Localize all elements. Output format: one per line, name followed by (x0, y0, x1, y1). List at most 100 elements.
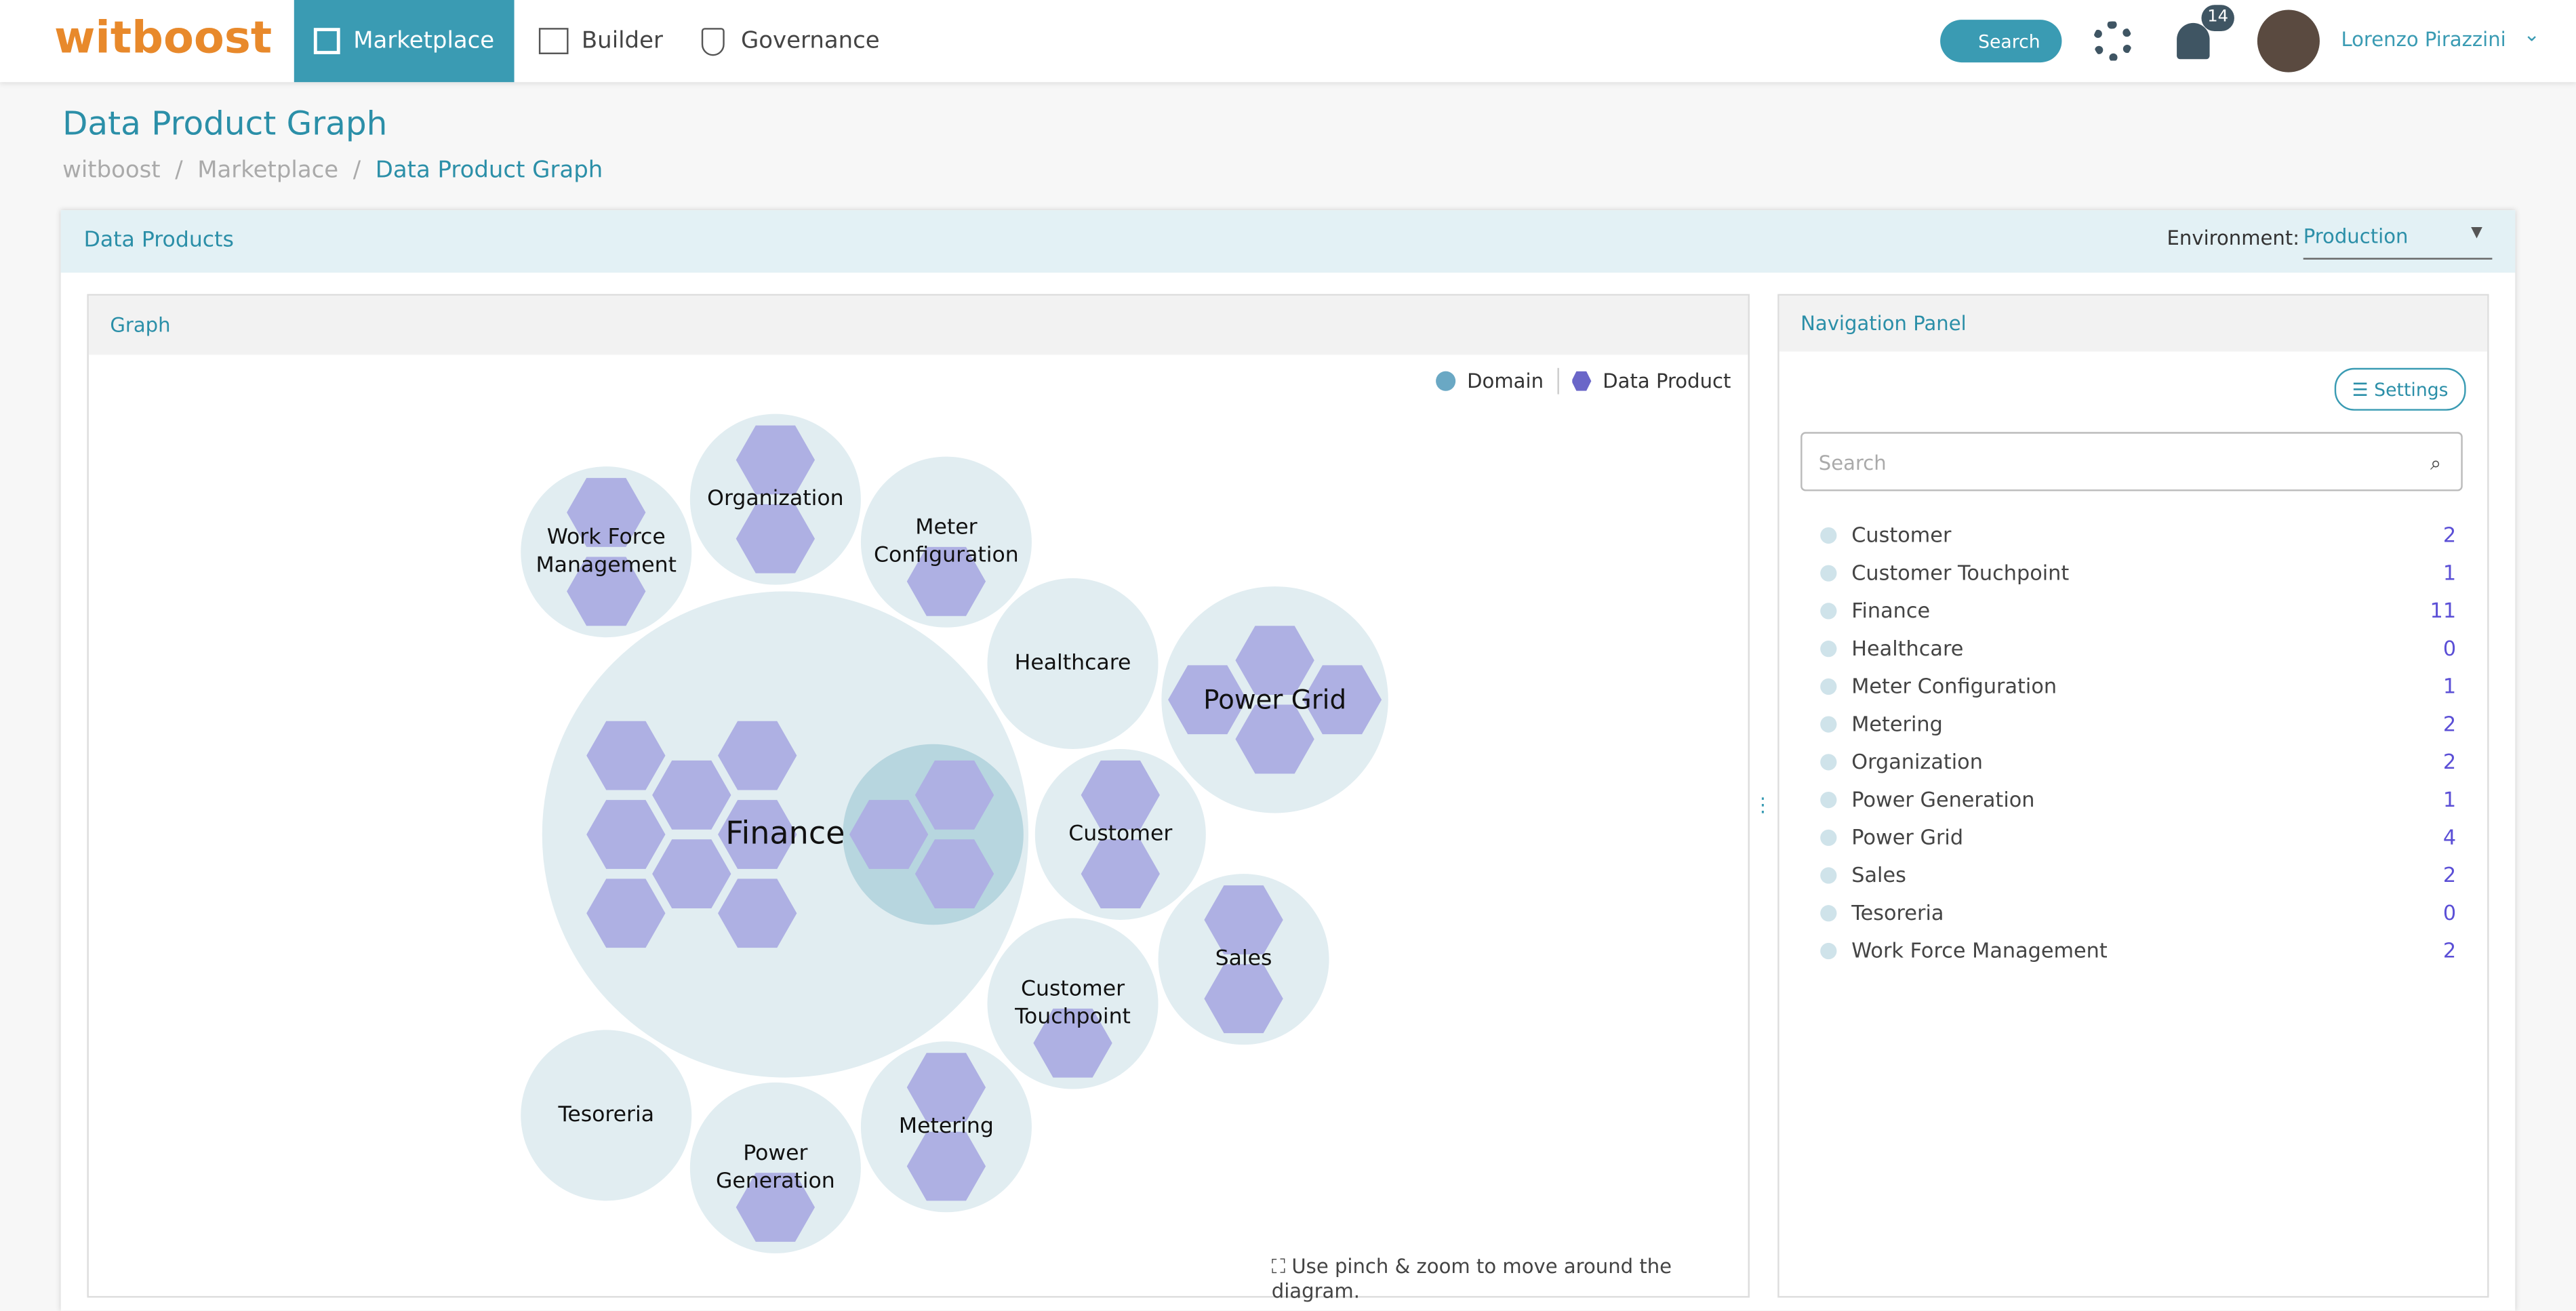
graph-header (88, 296, 1748, 355)
data-product-node[interactable] (1081, 839, 1160, 909)
environment-value: Production (2303, 224, 2409, 248)
graph-title: Graph (110, 313, 171, 337)
user-name[interactable]: Lorenzo Pirazzini (2341, 28, 2506, 52)
domain-label: Meter Configuration (874, 515, 1019, 569)
navigation-item[interactable]: Healthcare 0 (1820, 629, 2456, 667)
domain-dot (1820, 564, 1837, 581)
data-product-node[interactable] (906, 1053, 986, 1123)
item-count: 2 (2442, 937, 2457, 963)
data-product-node[interactable] (586, 721, 666, 790)
top-bar: witboost Marketplace Builder Governance … (0, 0, 2576, 83)
data-product-node[interactable] (567, 478, 646, 547)
environment-select[interactable]: Production ▼ (2303, 225, 2493, 260)
domain-node[interactable] (689, 1082, 861, 1253)
data-product-node[interactable] (718, 879, 797, 948)
domain-dot (1820, 677, 1837, 694)
domain-dot (1820, 828, 1837, 845)
navigation-item[interactable]: Finance 11 (1820, 591, 2456, 629)
navigation-item[interactable]: Metering 2 (1820, 705, 2456, 743)
data-product-node[interactable] (1235, 626, 1314, 695)
data-product-node[interactable] (1204, 964, 1283, 1034)
tab[interactable]: Builder (538, 0, 663, 82)
domain-node[interactable] (521, 1030, 692, 1201)
data-product-node[interactable] (718, 721, 797, 790)
data-product-node[interactable] (1204, 885, 1283, 954)
domain-label: Customer (1068, 822, 1173, 847)
navigation-item[interactable]: Meter Configuration 1 (1820, 667, 2456, 705)
navigation-item[interactable]: Sales 2 (1820, 855, 2456, 893)
tab[interactable]: Marketplace (294, 0, 515, 83)
item-label: Meter Configuration (1851, 673, 2057, 698)
domain-label: Work Force Management (536, 525, 677, 578)
logo[interactable]: witboost (54, 13, 273, 64)
domain-node[interactable] (689, 414, 861, 585)
data-product-node[interactable] (914, 760, 994, 830)
domain-dot (1820, 526, 1837, 543)
data-product-node[interactable] (736, 504, 816, 573)
item-count: 2 (2442, 862, 2457, 887)
domain-node[interactable] (860, 1041, 1032, 1213)
data-product-node[interactable] (906, 1131, 986, 1201)
item-count: 2 (2442, 748, 2457, 774)
navigation-item[interactable]: Organization 2 (1820, 742, 2456, 780)
item-count: 1 (2442, 673, 2457, 698)
data-product-node[interactable] (567, 557, 646, 626)
navigation-item[interactable]: Power Generation 1 (1820, 780, 2456, 818)
domain-label: Organization (707, 487, 844, 512)
settings-label: Settings (2374, 378, 2449, 401)
domain-dot (1820, 602, 1837, 619)
domain-label: Finance (725, 815, 845, 852)
item-count: 1 (2442, 560, 2457, 585)
data-product-node[interactable] (1033, 1008, 1112, 1078)
domain-node[interactable] (1158, 874, 1329, 1045)
data-product-node[interactable] (914, 839, 994, 909)
data-product-node[interactable] (1302, 665, 1382, 735)
domain-label: Metering (898, 1114, 994, 1139)
domain-node[interactable] (521, 466, 692, 638)
settings-button[interactable]: ☰ Settings (2334, 367, 2466, 411)
legend: Domain Data Product (1436, 367, 1731, 395)
avatar[interactable] (2257, 9, 2320, 73)
navigation-item[interactable]: Customer Touchpoint 1 (1820, 554, 2456, 592)
tab[interactable]: Governance (701, 0, 880, 82)
data-product-node[interactable] (1081, 760, 1160, 830)
crumb[interactable]: Marketplace (197, 157, 339, 184)
data-product-node[interactable] (736, 1173, 816, 1242)
domain-node[interactable] (987, 578, 1159, 749)
navigation-item[interactable]: Tesoreria 0 (1820, 893, 2456, 931)
resize-handle[interactable]: ⋮ (1752, 793, 1773, 817)
navigation-item[interactable]: Customer 2 (1820, 516, 2456, 554)
data-product-node[interactable] (652, 839, 731, 909)
data-product-node[interactable] (906, 546, 986, 616)
crumb[interactable]: witboost (62, 157, 161, 184)
domain-dot (1820, 866, 1837, 883)
item-label: Customer Touchpoint (1851, 560, 2070, 585)
data-product-node[interactable] (586, 879, 666, 948)
user-menu-caret[interactable]: ⌄ (2523, 22, 2540, 46)
item-label: Customer (1851, 522, 1952, 547)
domain-node[interactable] (860, 456, 1032, 628)
data-product-node[interactable] (736, 425, 816, 495)
domain-node[interactable] (1034, 748, 1206, 920)
data-product-node[interactable] (1235, 704, 1314, 774)
navigation-item[interactable]: Work Force Management 2 (1820, 931, 2456, 969)
item-count: 1 (2442, 786, 2457, 812)
domain-node[interactable] (987, 918, 1159, 1089)
domain-label: Healthcare (1014, 651, 1131, 677)
data-product-node[interactable] (586, 800, 666, 869)
navigation-item[interactable]: Power Grid 4 (1820, 818, 2456, 856)
data-product-node[interactable] (718, 800, 797, 869)
search-input[interactable]: Search ⌕ (1800, 432, 2463, 491)
item-count: 11 (2430, 598, 2457, 623)
item-label: Tesoreria (1851, 900, 1944, 925)
domain-node[interactable] (1161, 586, 1388, 813)
legend-label: Data Product (1603, 369, 1731, 393)
data-product-node[interactable] (652, 760, 731, 830)
tab-label: Governance (740, 28, 880, 54)
data-product-node[interactable] (1168, 665, 1247, 735)
search-placeholder: Search (1818, 451, 1887, 475)
search-button[interactable]: Search (1940, 20, 2062, 63)
data-product-node[interactable] (849, 800, 929, 869)
notifications-icon[interactable] (2177, 22, 2210, 60)
